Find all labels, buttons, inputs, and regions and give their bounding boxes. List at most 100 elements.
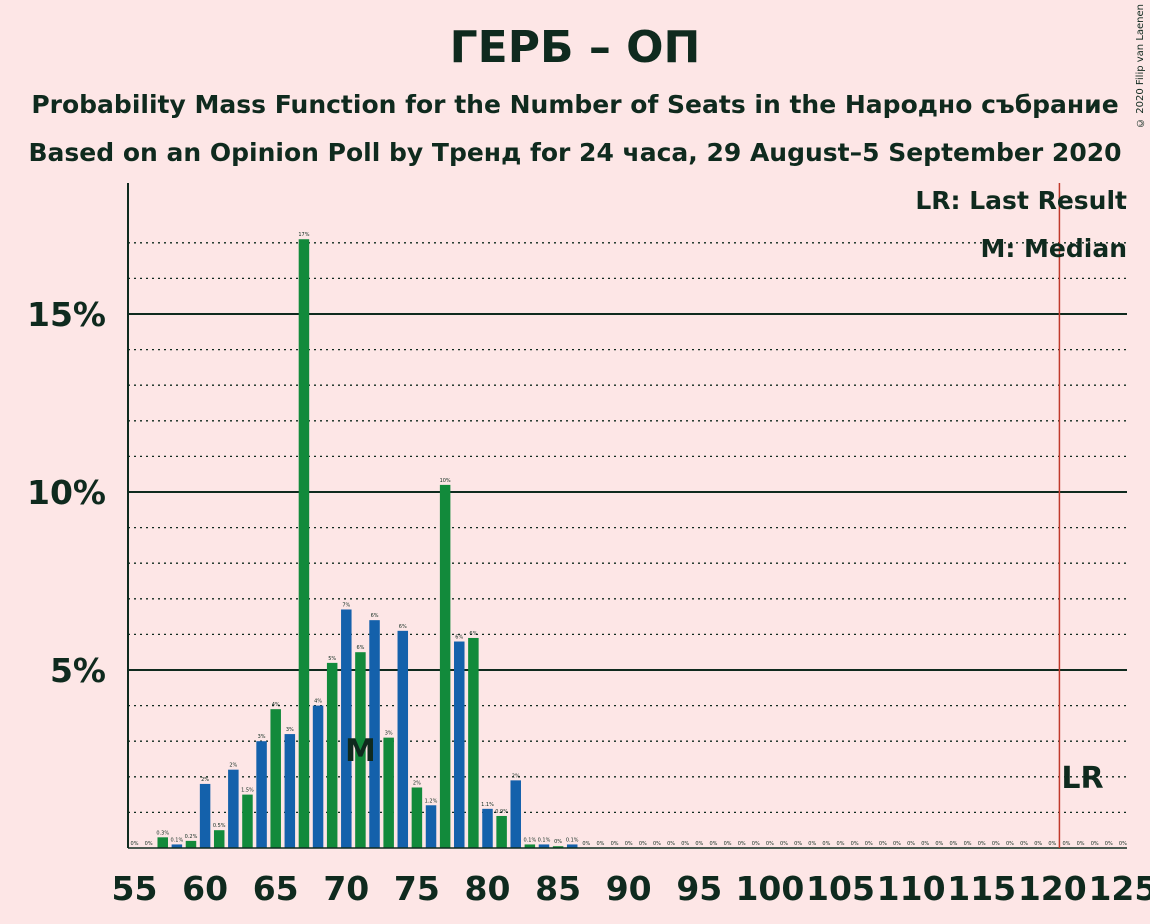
bar-label-87: 0%	[582, 841, 590, 847]
last-result-marker: LR	[1061, 761, 1103, 796]
bar-label-108: 0%	[879, 841, 887, 847]
y-tick-10: 10%	[27, 473, 106, 512]
bar-label-113: 0%	[949, 841, 957, 847]
bar-seats-64	[256, 741, 267, 848]
bar-label-122: 0%	[1077, 841, 1085, 847]
bar-label-77: 10%	[440, 478, 451, 484]
bar-label-103: 0%	[808, 841, 816, 847]
bar-label-65: 4%	[272, 702, 280, 708]
bar-label-110: 0%	[907, 841, 915, 847]
x-tick-125: 125	[1088, 869, 1150, 908]
bar-label-107: 0%	[865, 841, 873, 847]
bar-seats-85	[552, 846, 564, 848]
bar-seats-58	[171, 844, 183, 848]
bar-label-76: 1.2%	[425, 798, 438, 804]
bar-label-109: 0%	[893, 841, 901, 847]
bar-seats-86	[566, 844, 578, 848]
bar-seats-78	[454, 641, 465, 848]
x-tick-115: 115	[947, 869, 1016, 908]
x-tick-100: 100	[735, 869, 804, 908]
axes	[127, 183, 1127, 849]
bar-label-62: 2%	[229, 763, 237, 769]
bar-label-56: 0%	[145, 841, 153, 847]
bar-label-92: 0%	[653, 841, 661, 847]
bar-label-84: 0.1%	[538, 837, 551, 843]
bar-label-74: 6%	[399, 624, 407, 630]
x-tick-85: 85	[535, 869, 581, 908]
bar-label-95: 0%	[695, 841, 703, 847]
chart-subtitle: Probability Mass Function for the Number…	[31, 90, 1119, 119]
bar-label-68: 4%	[314, 699, 322, 705]
bar-label-98: 0%	[738, 841, 746, 847]
bar-label-75: 2%	[413, 780, 421, 786]
x-tick-110: 110	[877, 869, 946, 908]
legend-median: M: Median	[980, 234, 1127, 263]
bar-label-101: 0%	[780, 841, 788, 847]
bar-seats-68	[312, 705, 324, 848]
bar-label-100: 0%	[766, 841, 774, 847]
bar-label-116: 0%	[992, 841, 1000, 847]
bar-label-106: 0%	[851, 841, 859, 847]
x-tick-55: 55	[112, 869, 158, 908]
bar-seats-71	[355, 652, 366, 848]
bar-value-labels: 0% 0%0.3%0.1%0.2%2%0.5%2%1.5%3%4%3%17%4%5…	[131, 232, 1128, 847]
bar-seats-72	[369, 620, 380, 848]
bar-seats-74	[397, 630, 409, 848]
bar-seats-73	[383, 737, 394, 848]
bar-label-125: 0%	[1119, 841, 1127, 847]
bar-label-115: 0%	[978, 841, 986, 847]
bar-label-96: 0%	[709, 841, 717, 847]
bar-label-78: 6%	[455, 635, 463, 641]
bar-label-104: 0%	[822, 841, 830, 847]
bar-seats-81	[496, 815, 507, 848]
y-tick-15: 15%	[27, 295, 106, 334]
bar-label-102: 0%	[794, 841, 802, 847]
bar-label-64: 3%	[258, 734, 266, 740]
bar-label-72: 6%	[371, 613, 379, 619]
bar-seats-82	[510, 780, 521, 848]
bar-seats-83	[524, 844, 536, 848]
bar-seats-59	[185, 840, 197, 848]
bar-label-83: 0.1%	[524, 837, 537, 843]
median-marker: M	[345, 733, 376, 769]
chart-title: ГЕРБ – ОП	[449, 22, 701, 73]
bar-label-73: 3%	[385, 731, 393, 737]
bar-label-82: 2%	[512, 773, 520, 779]
bar-label-114: 0%	[964, 841, 972, 847]
bar-label-119: 0%	[1034, 841, 1042, 847]
bar-label-89: 0%	[611, 841, 619, 847]
bar-label-57: 0.3%	[156, 830, 169, 836]
bar-label-123: 0%	[1091, 841, 1099, 847]
bar-seats-84	[538, 844, 550, 848]
bar-label-97: 0%	[724, 841, 732, 847]
bar-label-120: 0%	[1048, 841, 1056, 847]
bar-label-86: 0.1%	[566, 837, 579, 843]
x-tick-60: 60	[182, 869, 228, 908]
bar-label-93: 0%	[667, 841, 675, 847]
bar-seats-57	[157, 837, 168, 848]
bar-label-117: 0%	[1006, 841, 1014, 847]
bar-label-88: 0%	[596, 841, 604, 847]
tick-labels: 55 60 65 70 75 80 85 90 95 100 105 110 115 120 125 5% 10…	[27, 295, 1150, 908]
bar-label-118: 0%	[1020, 841, 1028, 847]
x-tick-65: 65	[253, 869, 299, 908]
bar-seats-76	[425, 805, 437, 848]
x-tick-90: 90	[606, 869, 652, 908]
x-tick-75: 75	[394, 869, 440, 908]
bar-label-112: 0%	[935, 841, 943, 847]
x-tick-80: 80	[465, 869, 511, 908]
bar-label-121: 0%	[1062, 841, 1070, 847]
bar-seats-63	[242, 794, 253, 848]
bar-label-67: 17%	[298, 232, 309, 238]
bar-label-105: 0%	[837, 841, 845, 847]
bar-label-99: 0%	[752, 841, 760, 847]
bar-label-61: 0.5%	[213, 823, 226, 829]
bar-label-55: 0%	[131, 841, 139, 847]
bar-seats-60	[199, 783, 211, 848]
bar-seats-70	[341, 609, 352, 848]
bar-label-111: 0%	[921, 841, 929, 847]
x-tick-120: 120	[1018, 869, 1087, 908]
bar-label-90: 0%	[625, 841, 633, 847]
bar-seats-65	[270, 709, 281, 848]
